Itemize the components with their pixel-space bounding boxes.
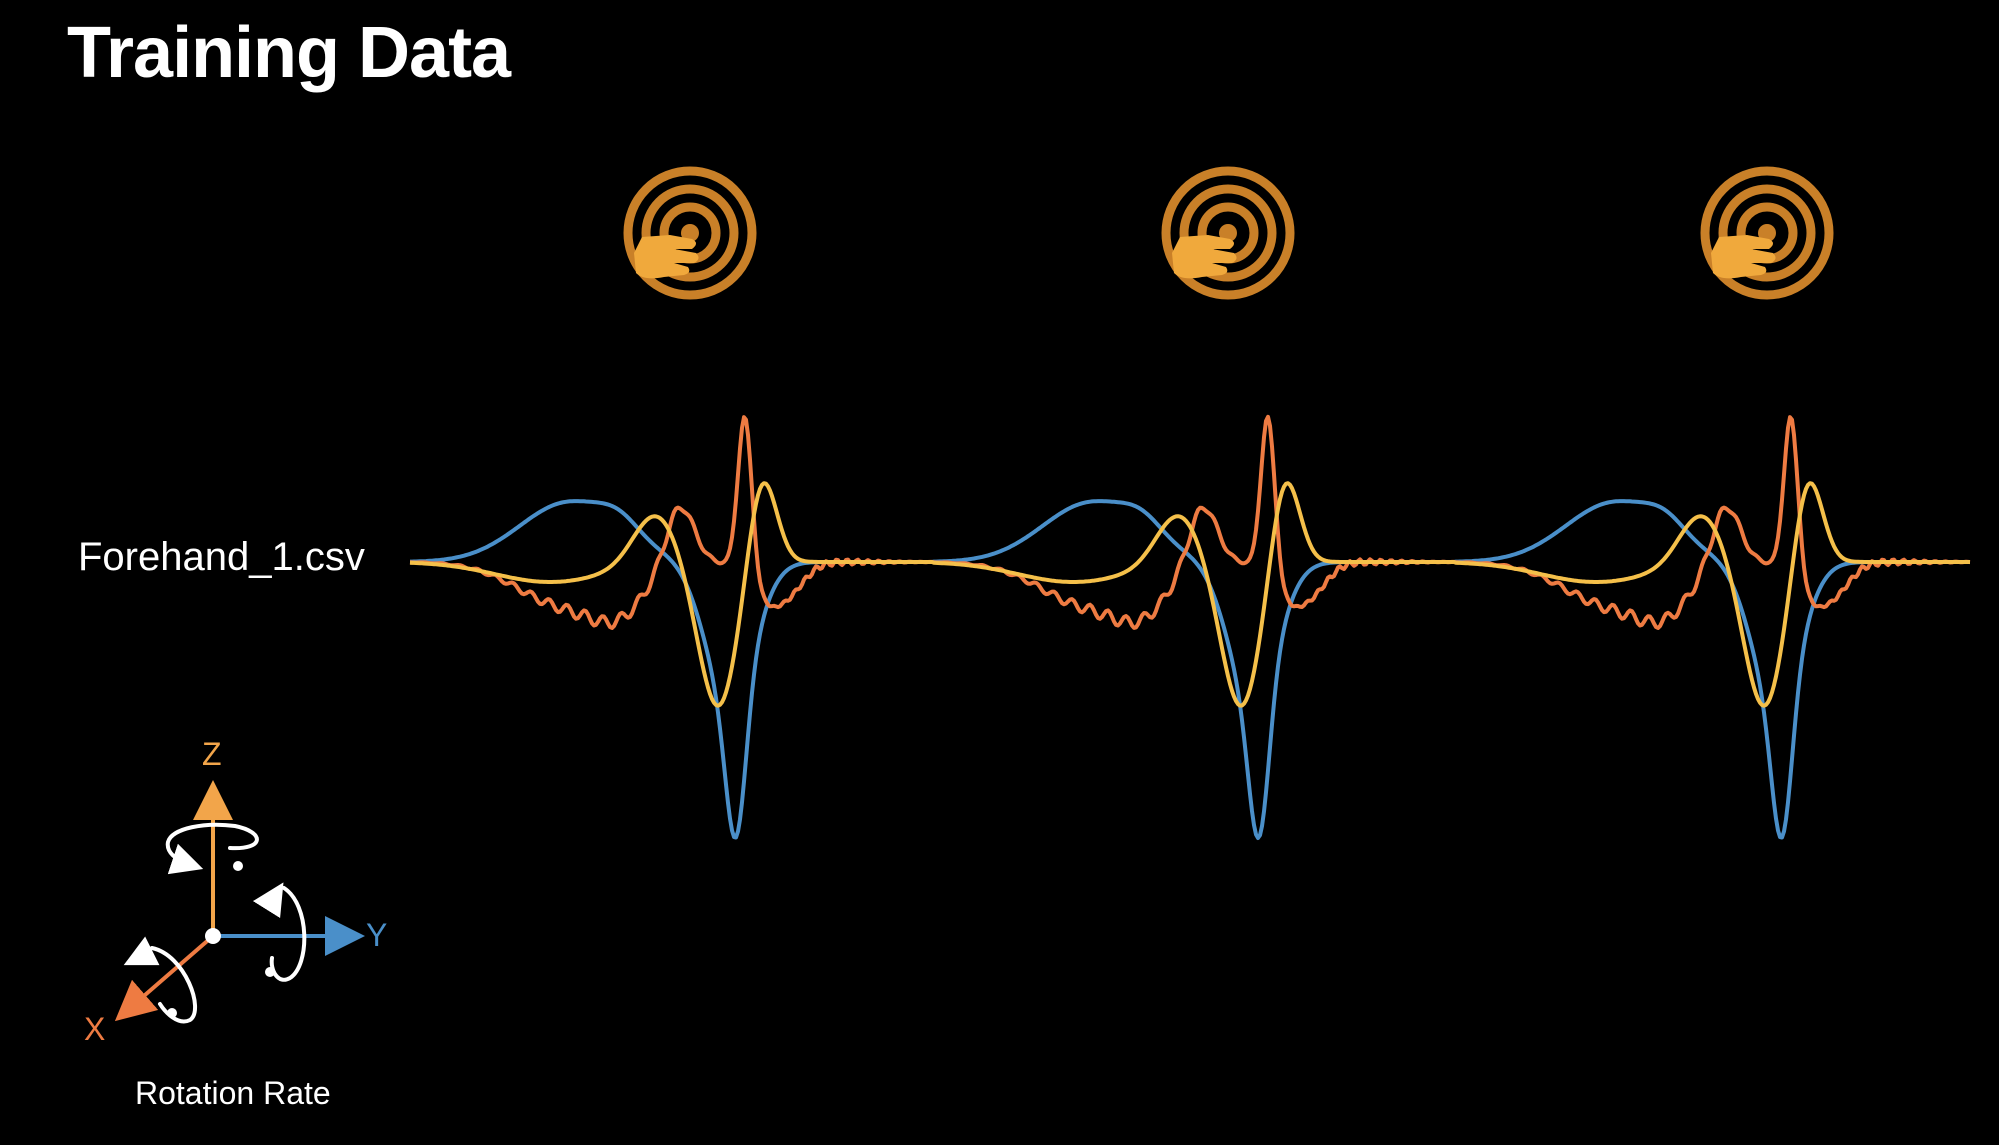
legend-caption: Rotation Rate (135, 1075, 331, 1112)
origin-dot (205, 928, 221, 944)
y-rotation-arrow-icon (265, 888, 304, 980)
z-axis-label: Z (202, 736, 222, 773)
y-axis-label: Y (366, 917, 387, 954)
x-axis-line (130, 936, 213, 1008)
x-axis-label: X (84, 1011, 105, 1048)
